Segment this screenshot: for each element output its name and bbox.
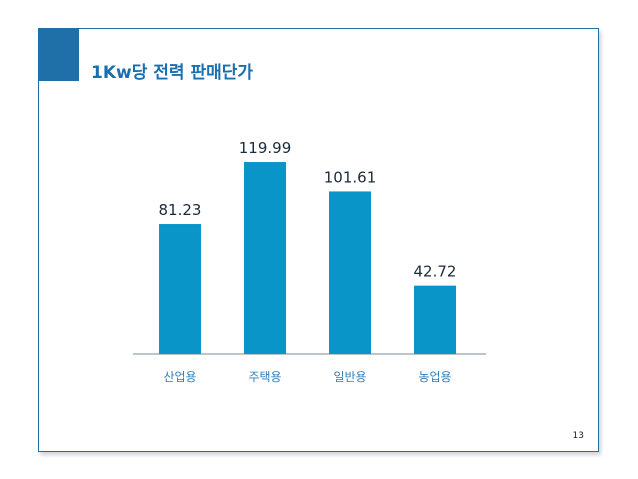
page-number: 13 bbox=[572, 431, 584, 441]
category-label-2: 일반용 bbox=[333, 370, 366, 384]
category-label-3: 농업용 bbox=[418, 370, 451, 384]
category-label-1: 주택용 bbox=[248, 370, 281, 384]
page-title: 1Kw당 전력 판매단가 bbox=[91, 63, 254, 83]
bar-0 bbox=[159, 224, 201, 354]
data-label-1: 119.99 bbox=[239, 139, 292, 157]
bar-1 bbox=[244, 162, 286, 354]
bar-3 bbox=[414, 285, 456, 354]
category-label-0: 산업용 bbox=[163, 370, 196, 384]
data-label-0: 81.23 bbox=[159, 201, 202, 219]
data-label-3: 42.72 bbox=[414, 263, 457, 281]
bar-chart: 81.23 산업용 119.99 주택용 101.61 일반용 42.72 농업용 bbox=[133, 139, 486, 384]
slide: 1Kw당 전력 판매단가 81.23 산업용 119.99 주택용 101.61 일반용 4… bbox=[38, 28, 599, 452]
corner-accent-block bbox=[39, 29, 79, 81]
bar-2 bbox=[329, 191, 371, 354]
data-label-2: 101.61 bbox=[324, 168, 377, 186]
